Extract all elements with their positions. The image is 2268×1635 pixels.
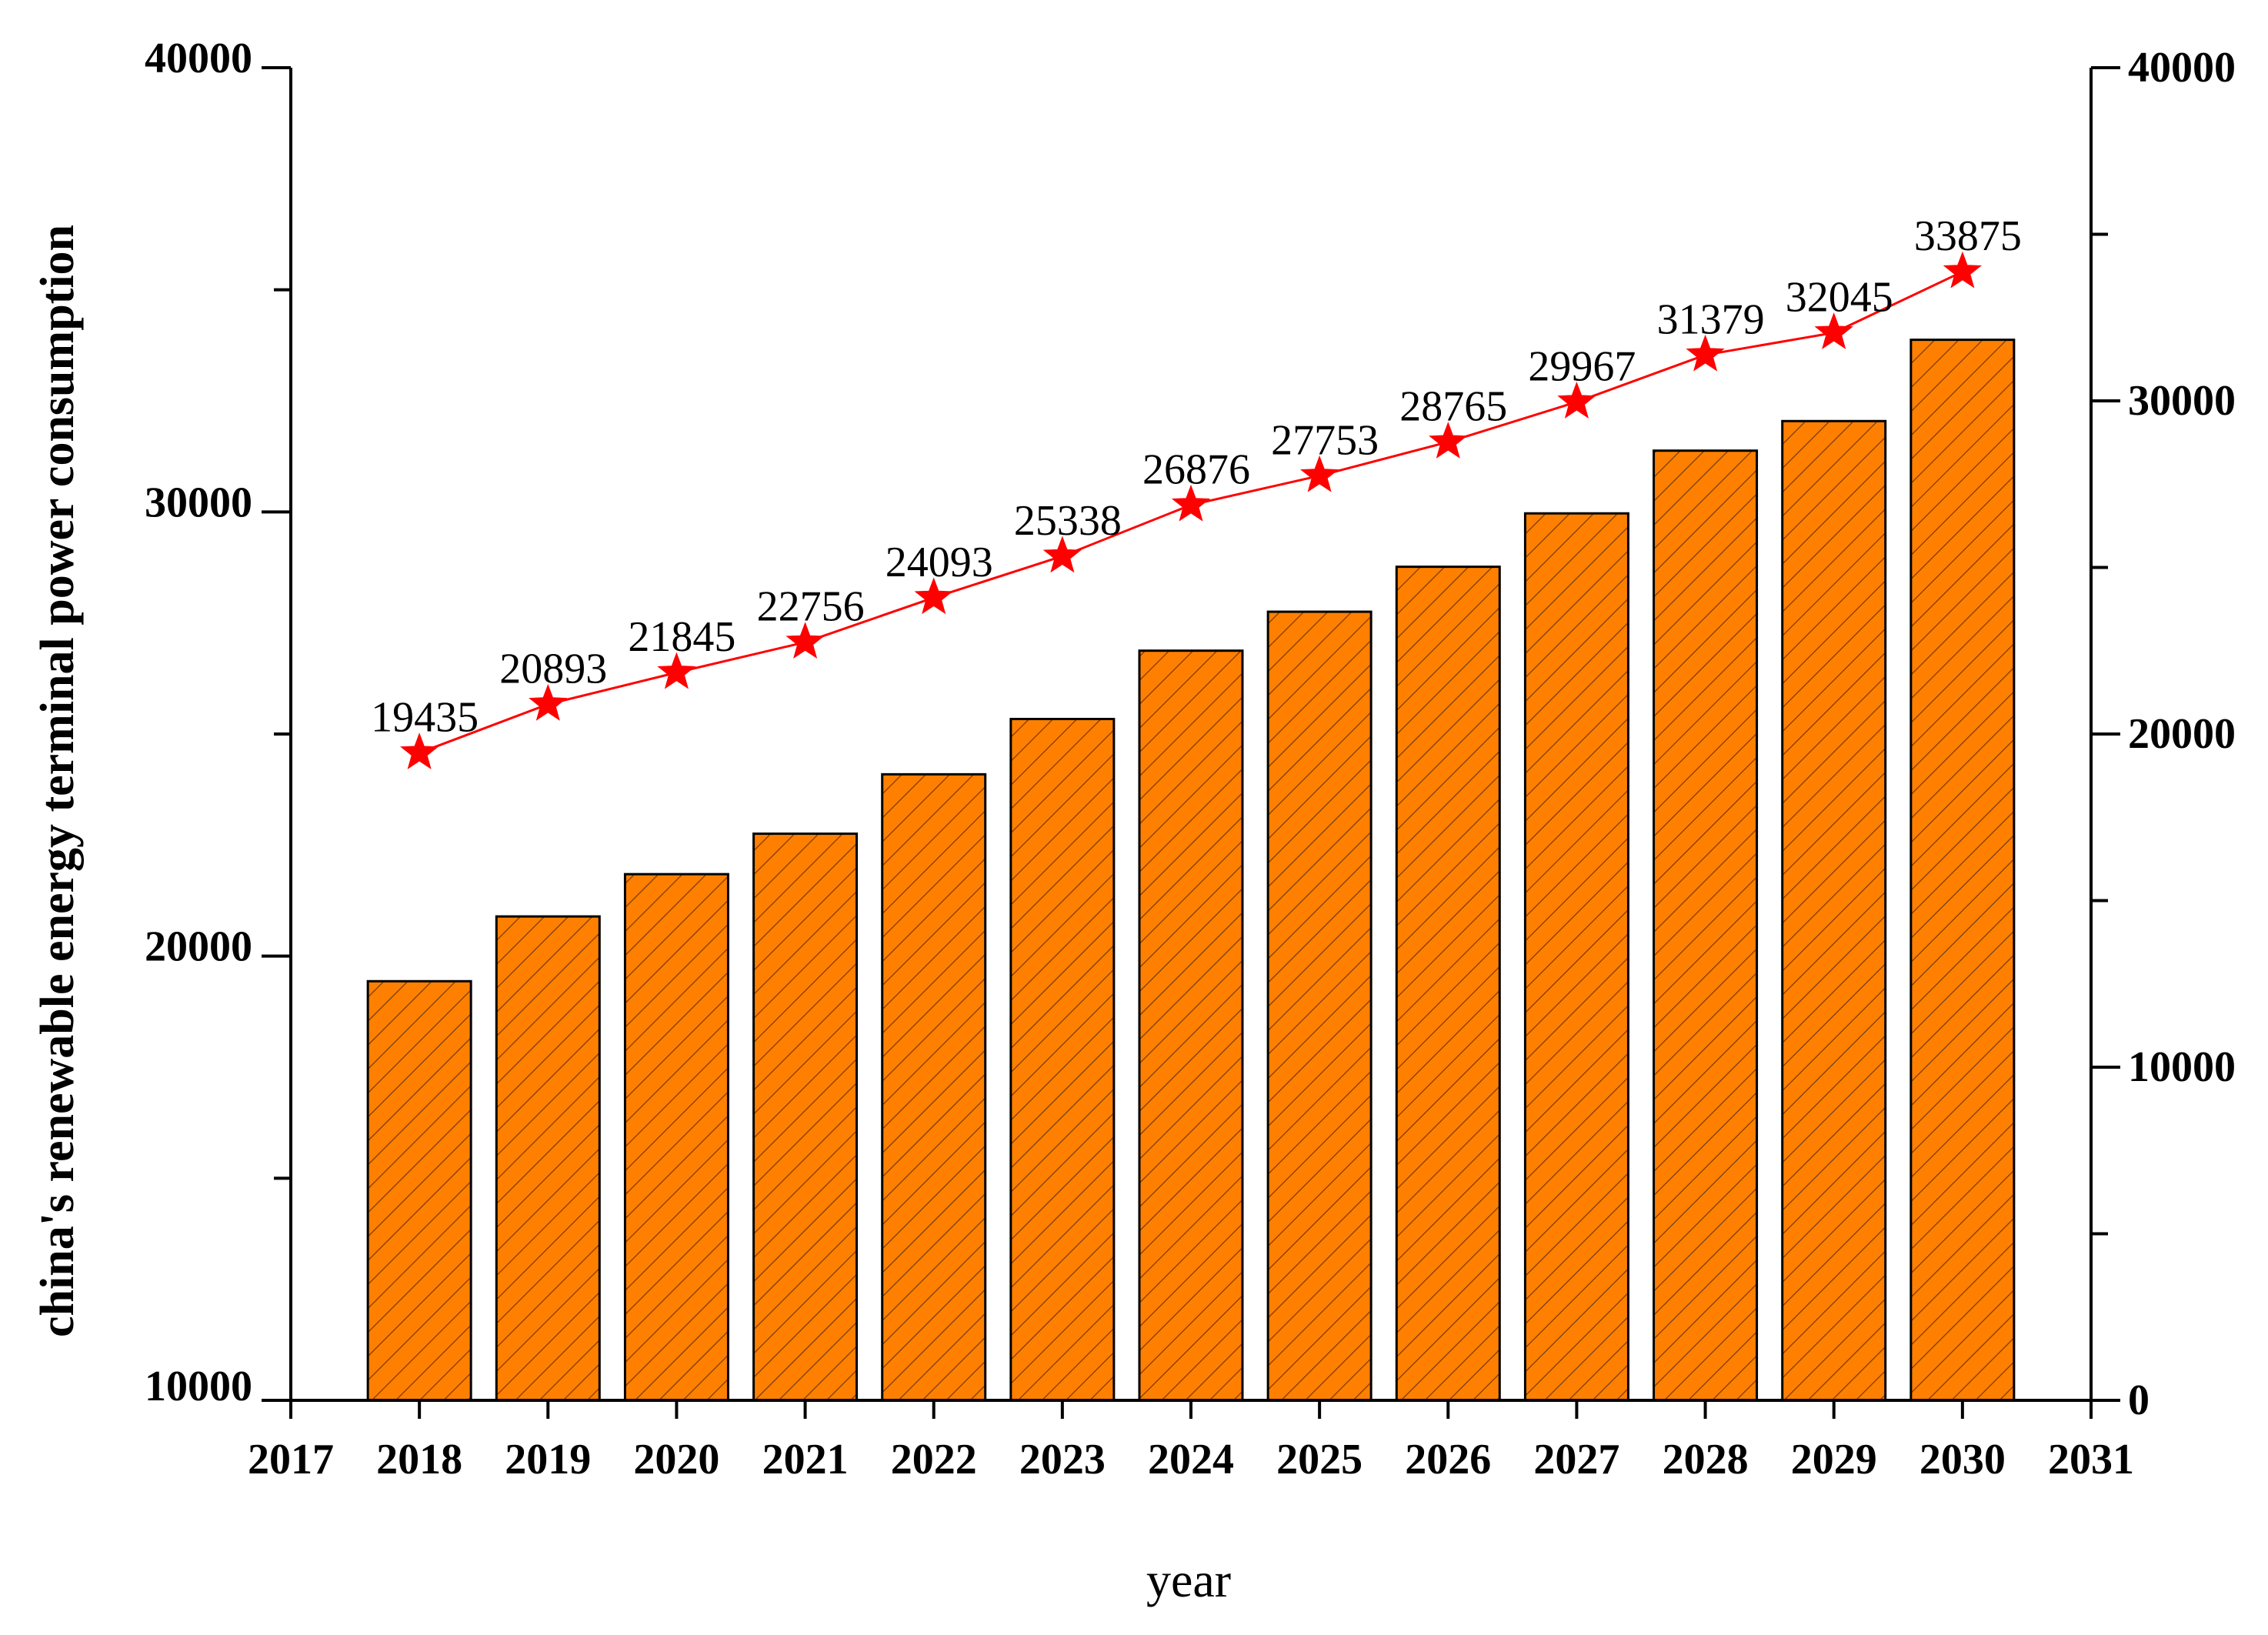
bars-layer (366, 339, 2016, 1402)
data-label-2026: 28765 (1399, 382, 1507, 430)
bar-2024 (1138, 649, 1244, 1402)
left-tick-label-20000: 20000 (145, 923, 252, 971)
star-marker-2022 (914, 577, 953, 615)
bar-2021 (752, 833, 859, 1402)
x-tick-label-2020: 2020 (633, 1436, 719, 1483)
star-marker-2018 (400, 732, 439, 769)
y-axis-title: china's renewable energy terminal power … (32, 225, 84, 1337)
star-marker-2023 (1042, 536, 1082, 573)
data-label-2028: 31379 (1657, 295, 1765, 343)
data-label-2030: 33875 (1914, 212, 2022, 260)
star-marker-2026 (1429, 422, 1468, 459)
right-tick-label-30000: 30000 (2128, 377, 2236, 425)
bar-2018 (366, 979, 472, 1402)
data-label-2023: 25338 (1014, 497, 1122, 545)
labels-layer: 19435 20893 21845 22756 24093 25338 26876 27753… (371, 212, 2022, 741)
x-tick-label-2030: 2030 (1919, 1436, 2006, 1483)
bar-2025 (1266, 610, 1372, 1402)
right-tick-label-0: 0 (2128, 1376, 2150, 1424)
data-label-2025: 27753 (1271, 416, 1379, 464)
data-label-2021: 22756 (757, 583, 865, 631)
left-tick-label-30000: 30000 (145, 479, 252, 526)
star-marker-2029 (1814, 312, 1853, 349)
bar-2023 (1009, 717, 1116, 1402)
data-label-2027: 29967 (1528, 342, 1636, 390)
star-marker-2025 (1300, 455, 1339, 492)
data-label-2020: 21845 (628, 613, 735, 661)
data-label-2029: 32045 (1786, 273, 1893, 321)
data-label-2022: 24093 (886, 539, 993, 586)
right-tick-label-20000: 20000 (2128, 710, 2236, 758)
x-tick-label-2021: 2021 (762, 1436, 849, 1483)
x-axis-title: year (1146, 1553, 1231, 1607)
bar-2029 (1781, 419, 1887, 1402)
bar-2028 (1653, 449, 1759, 1402)
right-tick-label-10000: 10000 (2128, 1043, 2236, 1091)
left-tick-label-40000: 40000 (145, 35, 252, 82)
x-tick-label-2025: 2025 (1276, 1436, 1362, 1483)
bar-2020 (623, 873, 729, 1402)
star-marker-2027 (1557, 381, 1596, 419)
data-label-2019: 20893 (499, 645, 607, 692)
x-tick-label-2018: 2018 (376, 1436, 462, 1483)
bar-2022 (881, 772, 987, 1402)
star-marker-2024 (1171, 484, 1211, 522)
bar-2027 (1523, 512, 1629, 1402)
bar-2030 (1909, 339, 2016, 1402)
x-tick-label-2017: 2017 (248, 1436, 334, 1483)
x-tick-label-2028: 2028 (1663, 1436, 1749, 1483)
x-tick-label-2019: 2019 (505, 1436, 591, 1483)
x-tick-label-2029: 2029 (1791, 1436, 1877, 1483)
star-marker-2021 (785, 622, 825, 659)
x-tick-label-2026: 2026 (1405, 1436, 1491, 1483)
line-layer (400, 251, 1982, 769)
star-marker-2020 (657, 652, 696, 689)
x-tick-label-2023: 2023 (1019, 1436, 1106, 1483)
axes-layer: 10000 20000 30000 40000 0 10000 20000 30000 4000… (145, 35, 2236, 1483)
x-tick-label-2031: 2031 (2048, 1436, 2134, 1483)
x-tick-label-2024: 2024 (1148, 1436, 1234, 1483)
x-tick-label-2027: 2027 (1533, 1436, 1619, 1483)
data-label-2024: 26876 (1142, 445, 1250, 493)
star-marker-2028 (1686, 334, 1725, 372)
left-tick-label-10000: 10000 (145, 1363, 252, 1410)
bar-2019 (495, 915, 601, 1402)
bar-2026 (1395, 566, 1501, 1402)
x-tick-label-2022: 2022 (891, 1436, 977, 1483)
star-marker-2030 (1943, 251, 1982, 289)
right-tick-label-40000: 40000 (2128, 44, 2236, 92)
data-label-2018: 19435 (371, 693, 479, 741)
star-marker-2019 (529, 683, 568, 721)
